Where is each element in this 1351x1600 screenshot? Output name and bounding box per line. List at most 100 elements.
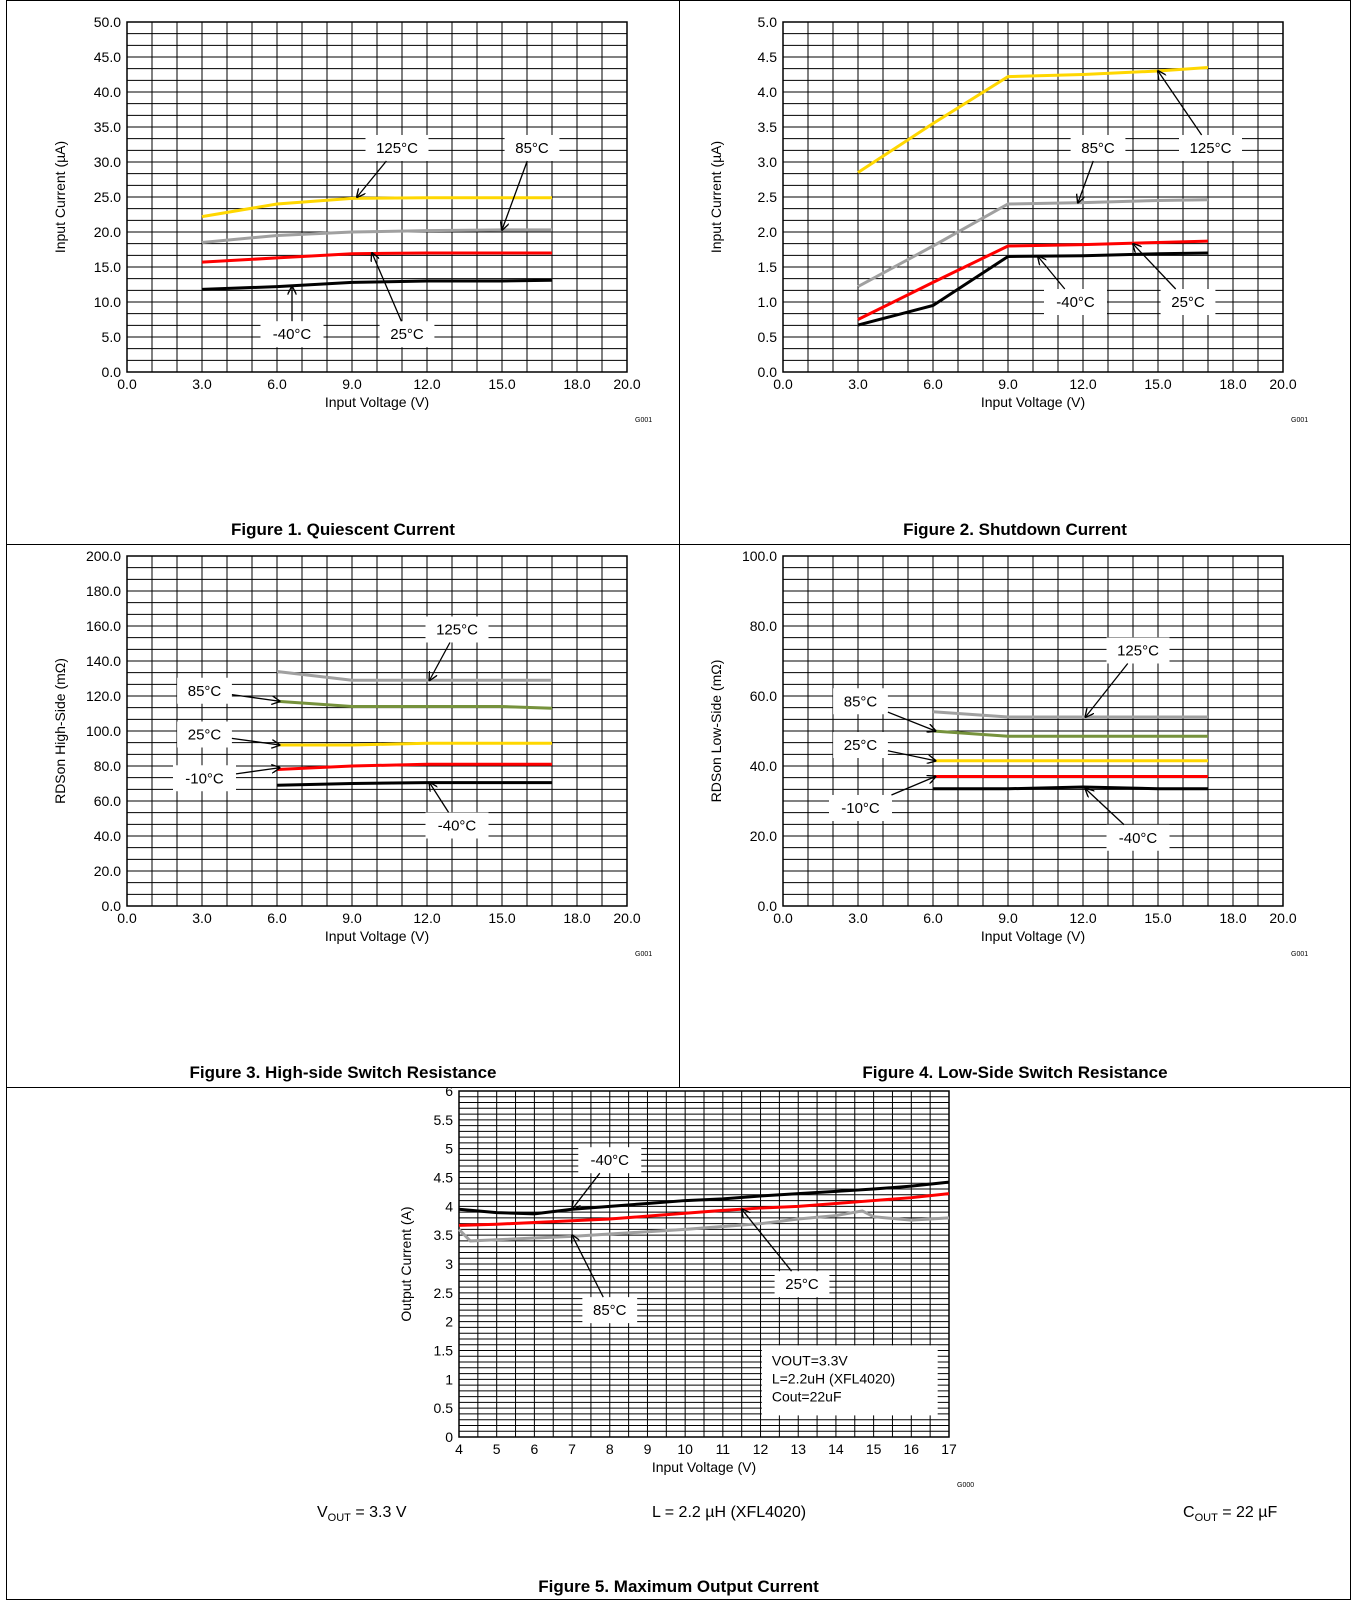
figure-4-cell: 0.0 3.0 6.0 9.0 12.0 15.0 18.0 20.0 0.0 20.0 40.0 6… — [679, 544, 1351, 1088]
note-line: VOUT=3.3V — [772, 1352, 849, 1368]
y-tick-label: 0.0 — [102, 898, 122, 914]
annotation-arrow — [357, 160, 387, 197]
note-box — [761, 1345, 938, 1416]
x-tick-label: 0.0 — [773, 910, 793, 926]
y-tick-label: 4 — [445, 1198, 453, 1214]
annotation-arrow — [430, 642, 451, 681]
annotation-box — [774, 1271, 830, 1298]
annotation-arrow — [1038, 257, 1066, 290]
y-tick-label: 180.0 — [86, 583, 121, 599]
y-tick-label: 6 — [445, 1088, 453, 1099]
plot-frame — [126, 555, 628, 907]
graph-code: G000 — [957, 1482, 974, 1489]
x-axis-label: Input Voltage (V) — [981, 394, 1085, 410]
y-tick-label: 2.0 — [758, 224, 778, 240]
annotation-box — [177, 721, 232, 748]
x-axis-label: Input Voltage (V) — [652, 1459, 756, 1475]
annotation-box — [365, 135, 429, 161]
figure-5-cell: 4 5 6 7 8 9 10 11 12 13 14 15 16 17 0 0.5 1 1.5 2 2.5 3 3.5 4 4… — [6, 1087, 1351, 1600]
annotation-label: -40°C — [1119, 830, 1158, 847]
annotation-arrow — [887, 750, 936, 761]
plot-frame — [782, 21, 1284, 373]
annotation-arrow — [231, 693, 280, 702]
x-tick-label: 6.0 — [923, 376, 943, 392]
y-tick-label: 60.0 — [94, 793, 121, 809]
annotation-arrow — [887, 711, 936, 731]
x-tick-label: 3.0 — [848, 910, 868, 926]
annotation-label: 25°C — [188, 727, 222, 744]
y-tick-label: 20.0 — [94, 224, 121, 240]
annotation-arrow — [1158, 71, 1203, 136]
series-line-85°C — [276, 699, 553, 710]
x-tick-label: 20.0 — [613, 376, 640, 392]
graph-code: G001 — [1291, 417, 1308, 424]
figure-1-cell: 0.0 3.0 6.0 9.0 12.0 15.0 18.0 20.0 0.0 5.0 10.0 15… — [6, 0, 680, 545]
y-tick-label: 3 — [445, 1256, 453, 1272]
annotation-box — [260, 321, 324, 348]
annotation-label: 25°C — [1171, 294, 1205, 311]
annotation-arrow — [572, 1235, 604, 1298]
x-tick-label: 18.0 — [1219, 910, 1246, 926]
annotation-label: 25°C — [390, 326, 424, 343]
cout-condition: COUT = 22 µF — [1183, 1504, 1278, 1525]
x-tick-label: 3.0 — [848, 376, 868, 392]
y-tick-label: 1.5 — [434, 1343, 454, 1359]
graph-code: G001 — [635, 951, 652, 958]
y-tick-label: 5.0 — [758, 14, 778, 30]
y-tick-label: 20.0 — [750, 828, 777, 844]
annotation-arrow — [430, 783, 450, 813]
y-tick-label: 40.0 — [94, 84, 121, 100]
annotation-arrow — [1078, 160, 1094, 203]
annotation-box — [1179, 135, 1242, 161]
y-tick-label: 20.0 — [94, 863, 121, 879]
x-tick-label: 9.0 — [342, 376, 362, 392]
series-line-85°C — [932, 729, 1208, 738]
annotation-box — [425, 812, 489, 839]
annotation-label: 85°C — [188, 683, 222, 700]
figure-3-cell: 0.0 3.0 6.0 9.0 12.0 15.0 18.0 20.0 0.0 20.0 40.0 6… — [6, 544, 680, 1088]
y-tick-label: 50.0 — [94, 14, 121, 30]
annotation-box — [173, 765, 236, 792]
annotation-arrow — [742, 1209, 793, 1272]
y-tick-label: 35.0 — [94, 119, 121, 135]
annotation-arrow — [1086, 789, 1125, 826]
series-line--40°C — [933, 785, 1208, 791]
x-tick-label: 9.0 — [998, 910, 1018, 926]
annotation-label: -10°C — [185, 770, 224, 787]
y-tick-label: 25.0 — [94, 189, 121, 205]
annotation-box — [1044, 289, 1107, 315]
y-tick-label: 1.5 — [758, 259, 778, 275]
quiescent-current-chart: 0.0 3.0 6.0 9.0 12.0 15.0 18.0 20.0 0.0 5.0 10.0 15… — [52, 14, 652, 424]
x-tick-label: 0.0 — [773, 376, 793, 392]
x-tick-label: 20.0 — [1269, 910, 1296, 926]
x-tick-label: 3.0 — [192, 376, 212, 392]
x-tick-label: 17 — [941, 1441, 957, 1457]
y-tick-label: 15.0 — [94, 259, 121, 275]
series-line-85°C — [201, 228, 552, 244]
annotation-label: 85°C — [844, 693, 878, 710]
series-line-25°C — [857, 239, 1209, 321]
y-tick-label: 2 — [445, 1314, 453, 1330]
y-tick-label: 30.0 — [94, 154, 121, 170]
y-tick-label: 0.0 — [758, 898, 778, 914]
graph-code: G001 — [635, 417, 652, 424]
x-tick-label: 0.0 — [117, 910, 137, 926]
x-tick-label: 15.0 — [488, 910, 515, 926]
x-tick-label: 6.0 — [267, 376, 287, 392]
x-tick-label: 11 — [716, 1441, 731, 1457]
x-tick-label: 18.0 — [563, 910, 590, 926]
max-output-current-chart: 4 5 6 7 8 9 10 11 12 13 14 15 16 17 0 0.5 1 1.5 2 2.5 3 3.5 4 4… — [398, 1088, 974, 1489]
shutdown-current-chart: 0.0 3.0 6.0 9.0 12.0 15.0 18.0 20.0 0.0 0.5 1.0 1.5… — [708, 14, 1308, 424]
y-tick-label: 100.0 — [742, 548, 777, 564]
x-axis-label: Input Voltage (V) — [325, 394, 429, 410]
x-tick-label: 14 — [828, 1441, 844, 1457]
annotation-label: -10°C — [841, 800, 880, 817]
x-tick-label: 18.0 — [563, 376, 590, 392]
x-tick-label: 6.0 — [923, 910, 943, 926]
annotation-label: -40°C — [591, 1152, 630, 1169]
annotation-label: 125°C — [1117, 643, 1159, 660]
annotation-box — [425, 616, 489, 643]
series-line-25°C — [277, 741, 552, 747]
y-axis-label: Input Current (µA) — [708, 141, 724, 253]
y-axis-label: RDSon Low-Side (mΩ) — [708, 660, 724, 803]
